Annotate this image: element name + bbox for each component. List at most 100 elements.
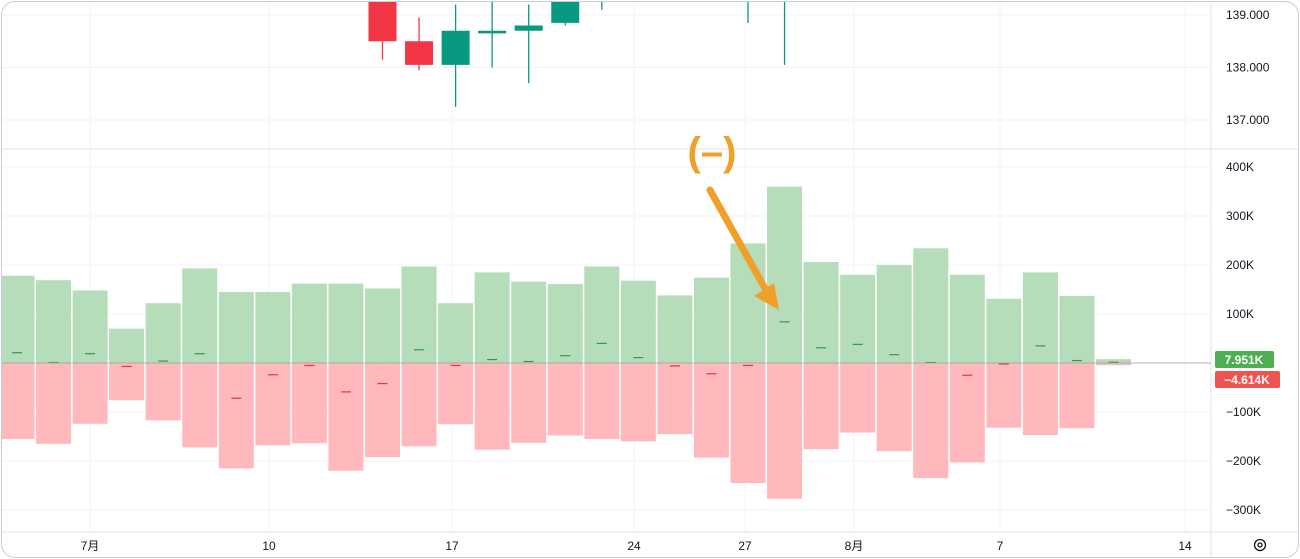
volume-tick-label: 300K	[1226, 209, 1254, 223]
negative-volume-bar	[986, 363, 1022, 428]
negative-volume-bar	[730, 363, 766, 484]
price-tick-label: 139.000	[1226, 8, 1270, 22]
positive-volume-bar	[182, 268, 218, 363]
time-tick-label: 7	[997, 539, 1004, 553]
positive-volume-bar	[2, 275, 35, 363]
positive-value-badge-text: 7.951K	[1225, 353, 1264, 367]
candle-body	[551, 2, 580, 23]
positive-volume-bar	[36, 280, 72, 363]
time-tick-label: 10	[262, 539, 276, 553]
negative-volume-bar	[365, 363, 400, 458]
negative-volume-bar	[474, 363, 510, 450]
volume-tick-label: −100K	[1226, 405, 1261, 419]
positive-volume-bar	[218, 291, 254, 363]
negative-volume-bar	[1059, 363, 1095, 429]
positive-volume-bar	[584, 266, 620, 363]
volume-tick-label: 400K	[1226, 160, 1254, 174]
candle-body	[368, 2, 397, 42]
positive-volume-bar	[840, 274, 876, 363]
positive-volume-bar	[876, 265, 912, 363]
negative-volume-bar	[2, 363, 35, 439]
positive-volume-bar	[365, 288, 400, 363]
positive-volume-bar	[438, 303, 474, 363]
settings-gear-icon[interactable]	[1253, 538, 1267, 552]
negative-volume-bar	[803, 363, 839, 450]
negative-volume-bar	[145, 363, 181, 421]
time-tick-label: 24	[627, 539, 641, 553]
positive-volume-bar	[767, 186, 803, 363]
volume-tick-label: 200K	[1226, 258, 1254, 272]
negative-volume-bar	[584, 363, 620, 439]
positive-value-badge	[1215, 351, 1274, 368]
negative-volume-bar	[913, 363, 949, 479]
negative-volume-bar	[620, 363, 656, 442]
negative-value-badge-text: −4.614K	[1224, 373, 1270, 387]
positive-volume-bar	[1059, 295, 1095, 363]
negative-volume-bar	[657, 363, 693, 435]
positive-volume-bar	[328, 283, 364, 363]
positive-volume-bar	[511, 281, 547, 363]
positive-volume-bar	[913, 248, 949, 363]
volume-delta-pane	[2, 186, 1211, 499]
negative-volume-bar	[1096, 363, 1131, 366]
negative-volume-bar	[693, 363, 729, 458]
volume-tick-label: −300K	[1226, 503, 1261, 517]
volume-tick-label: −200K	[1226, 454, 1261, 468]
positive-volume-bar	[620, 280, 656, 363]
positive-volume-bar	[986, 298, 1022, 363]
candles-group	[368, 2, 786, 107]
candle-body	[514, 25, 543, 31]
volume-tick-label: 100K	[1226, 307, 1254, 321]
negative-volume-bar	[328, 363, 364, 471]
positive-volume-bar	[145, 303, 181, 363]
positive-volume-bar	[401, 266, 437, 363]
positive-volume-bar	[109, 328, 145, 363]
candle-body	[405, 41, 434, 65]
price-tick-label: 137.000	[1226, 113, 1270, 127]
positive-volume-bar	[72, 290, 108, 363]
negative-volume-bar	[401, 363, 437, 447]
annotation-layer: (–)	[688, 130, 779, 310]
time-tick-label: 7月	[81, 539, 100, 553]
time-tick-label: 17	[445, 539, 459, 553]
candle-body	[478, 30, 507, 34]
positive-volume-bar	[1022, 272, 1058, 363]
price-pane	[368, 2, 786, 107]
annotation-arrow-head	[754, 283, 779, 310]
positive-volume-bar	[693, 277, 729, 363]
negative-volume-bar	[36, 363, 72, 444]
negative-volume-bar	[1022, 363, 1058, 436]
negative-volume-bar	[840, 363, 876, 433]
time-tick-label: 14	[1178, 539, 1192, 553]
annotation-arrow-shaft	[706, 186, 771, 296]
negative-volume-bar	[511, 363, 547, 443]
price-axis[interactable]: 139.000 138.000 137.000 400K 300K 200K 100K −10…	[1215, 8, 1280, 517]
negative-volume-bar	[438, 363, 474, 425]
negative-volume-bar	[876, 363, 912, 452]
negative-volume-bar	[767, 363, 803, 499]
positive-volume-bar	[657, 295, 693, 363]
negative-volume-bar	[109, 363, 145, 401]
negative-volume-bar	[255, 363, 291, 446]
negative-volume-bar	[182, 363, 218, 448]
negative-value-badge	[1215, 371, 1280, 388]
time-tick-label: 27	[738, 539, 752, 553]
positive-volume-bar	[803, 262, 839, 363]
negative-volume-bar	[547, 363, 583, 436]
negative-volume-bar	[291, 363, 327, 444]
positive-volume-bar	[291, 283, 327, 363]
negative-volume-bar	[72, 363, 108, 424]
positive-volume-bar	[1096, 359, 1131, 363]
candle-body	[441, 30, 470, 65]
positive-volume-bar	[949, 274, 985, 363]
positive-volume-bar	[255, 291, 291, 363]
negative-volume-bar	[949, 363, 985, 463]
time-axis[interactable]: 7月 10 17 24 27 8月 7 14	[81, 539, 1192, 553]
positive-volume-bar	[547, 284, 583, 363]
negative-volume-bar	[218, 363, 254, 469]
time-tick-label: 8月	[845, 539, 864, 553]
price-tick-label: 138.000	[1226, 61, 1270, 75]
